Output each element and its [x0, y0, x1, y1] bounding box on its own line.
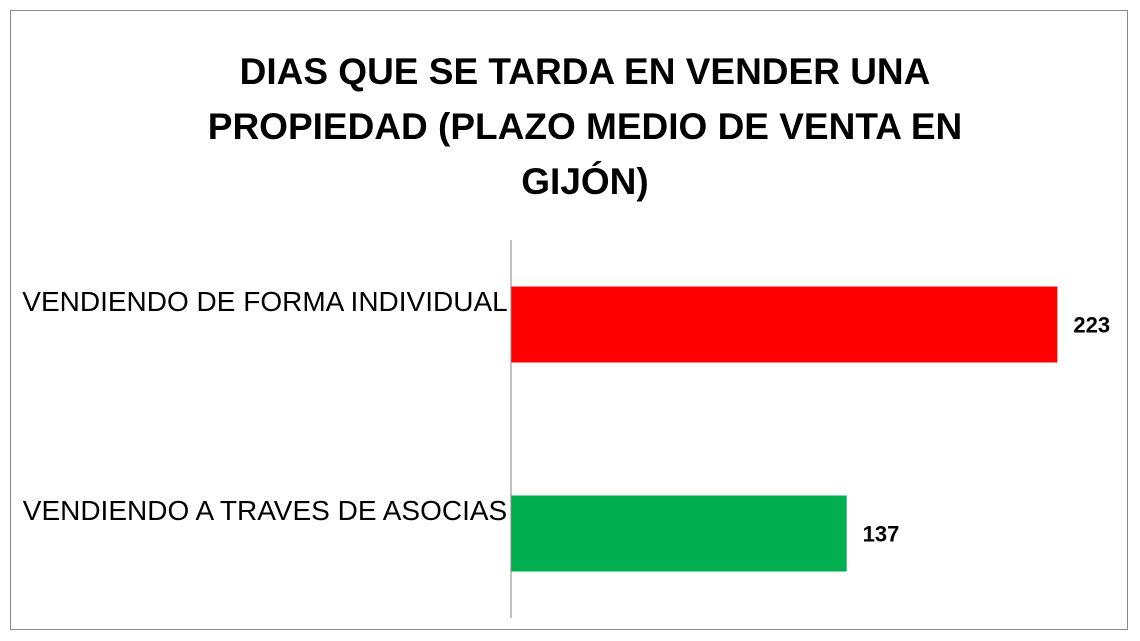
bar [511, 495, 847, 572]
chart-title: DIAS QUE SE TARDA EN VENDER UNA PROPIEDA… [207, 51, 963, 202]
value-label: 137 [863, 521, 900, 546]
chart-border [10, 10, 1128, 630]
bar [511, 286, 1058, 363]
value-label: 223 [1073, 312, 1110, 337]
y-tick-label: VENDIENDO A TRAVES DE ASOCIAS [22, 494, 508, 526]
y-tick-label: VENDIENDO DE FORMA INDIVIDUAL [22, 285, 508, 317]
